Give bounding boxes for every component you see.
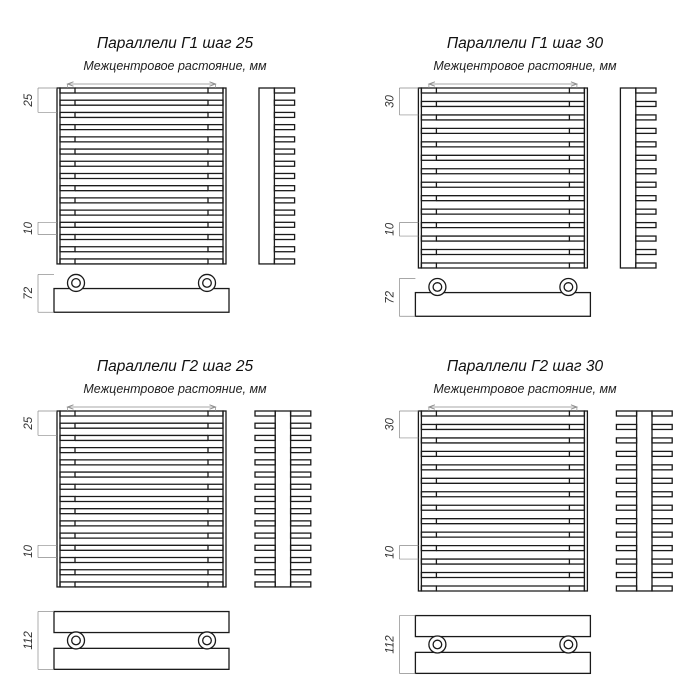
svg-text:112: 112: [384, 635, 396, 654]
svg-text:30: 30: [384, 95, 396, 108]
svg-text:Межцентровое растояние, мм: Межцентровое растояние, мм: [83, 59, 267, 73]
svg-text:10: 10: [384, 222, 396, 235]
svg-text:30: 30: [384, 418, 396, 431]
svg-text:Параллели Г2 шаг 25: Параллели Г2 шаг 25: [97, 358, 254, 375]
svg-text:72: 72: [23, 286, 35, 299]
svg-text:25: 25: [23, 93, 35, 107]
svg-text:Межцентровое растояние, мм: Межцентровое растояние, мм: [83, 382, 267, 396]
svg-text:Параллели Г1 шаг 25: Параллели Г1 шаг 25: [97, 35, 254, 52]
svg-text:25: 25: [23, 416, 35, 430]
svg-text:Межцентровое растояние, мм: Межцентровое растояние, мм: [433, 59, 617, 73]
svg-text:112: 112: [23, 631, 35, 650]
svg-text:Параллели Г2 шаг 30: Параллели Г2 шаг 30: [447, 358, 604, 375]
svg-text:10: 10: [384, 545, 396, 558]
svg-text:72: 72: [384, 290, 396, 303]
svg-text:Параллели Г1 шаг 30: Параллели Г1 шаг 30: [447, 35, 604, 52]
svg-text:10: 10: [23, 221, 35, 234]
svg-text:10: 10: [23, 544, 35, 557]
svg-text:Межцентровое растояние, мм: Межцентровое растояние, мм: [433, 382, 617, 396]
